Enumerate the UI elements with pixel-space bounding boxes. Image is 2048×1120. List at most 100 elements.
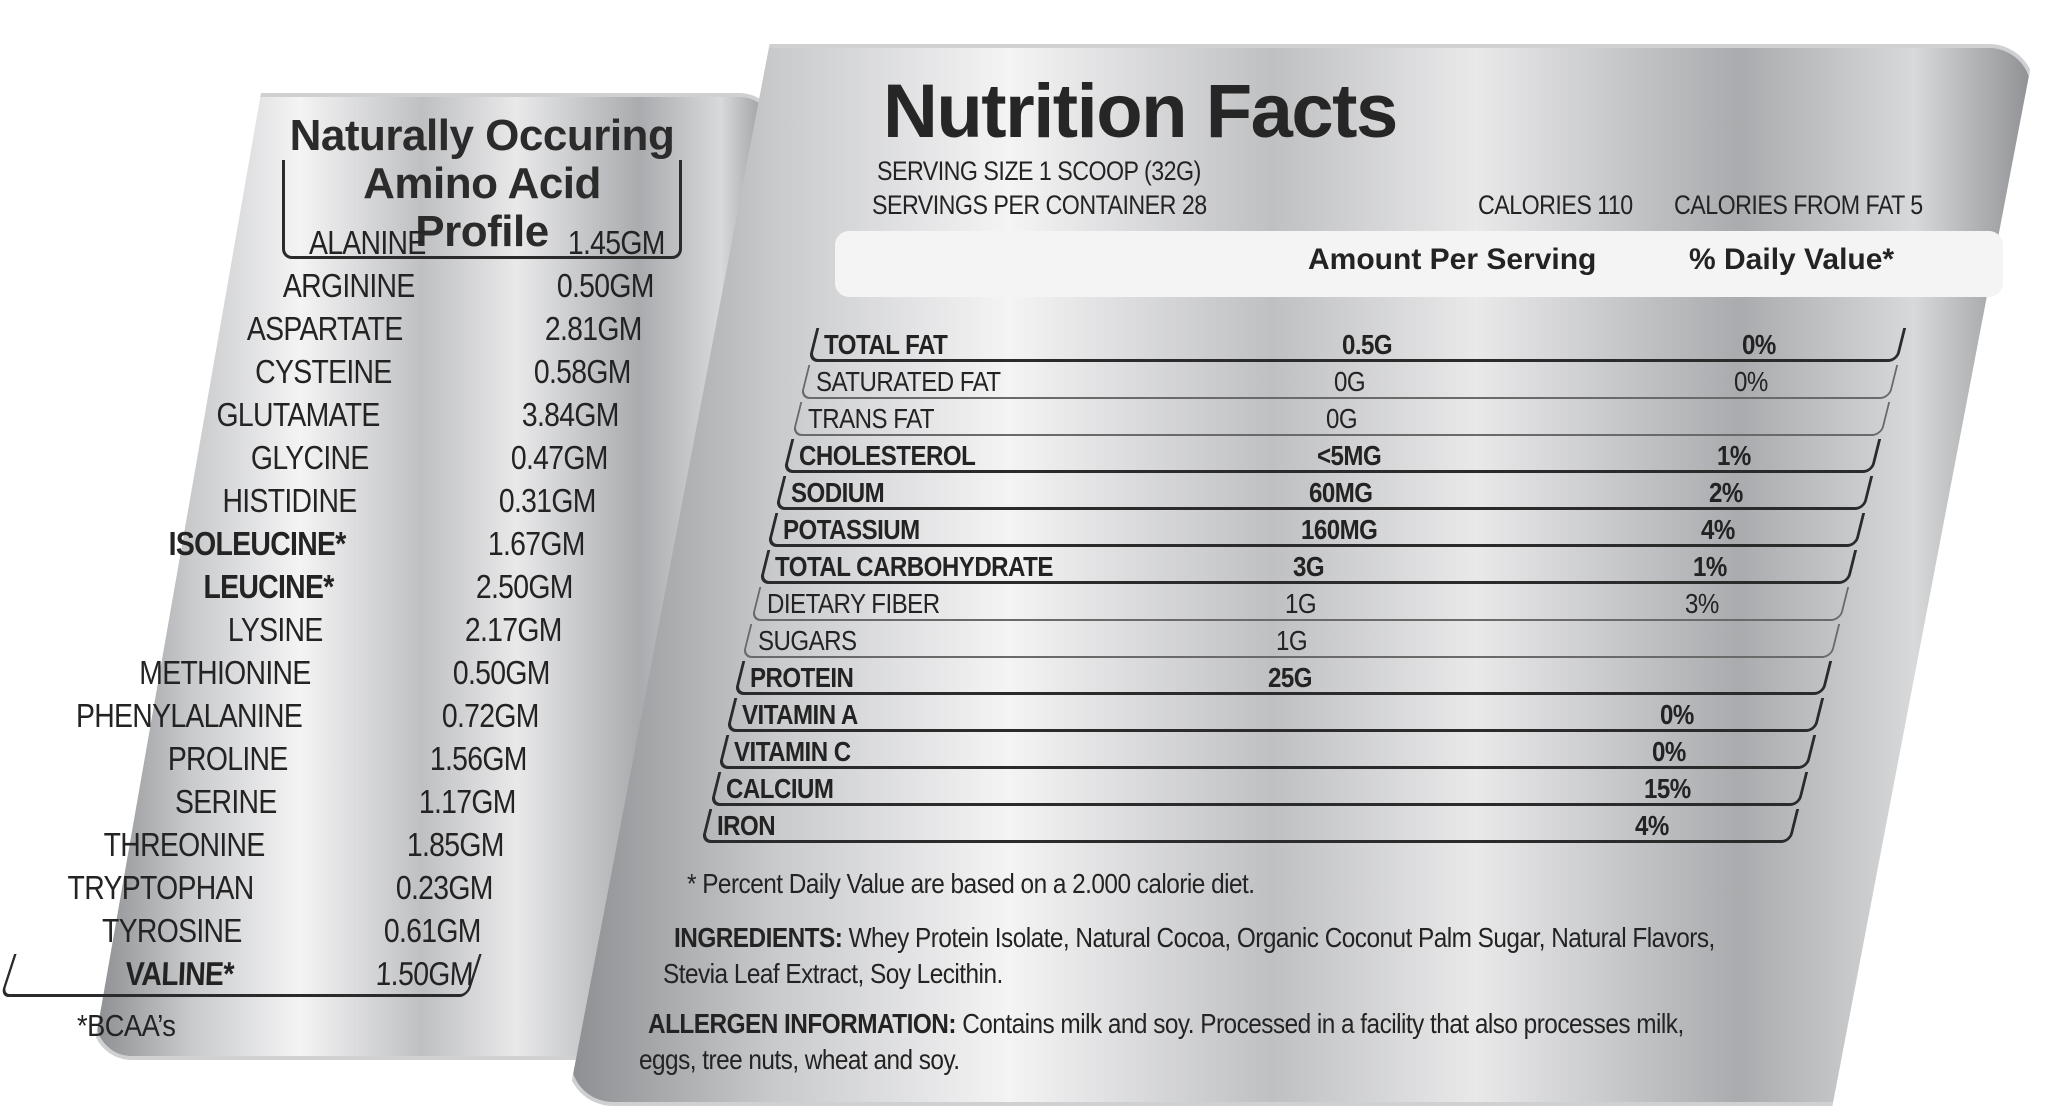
amino-row: SERINE 1.17GM [53,782,516,822]
nutrient-name: POTASSIUM [783,514,920,545]
amino-acid-name: PHENYLALANINE [75,697,303,734]
amino-row-content: TRYPTOPHAN 0.23GM [30,869,493,906]
nutrient-amount: 160MG [1301,514,1378,545]
amino-acid-name: ASPARTATE [246,310,403,347]
amino-row: THREONINE 1.85GM [41,825,505,865]
column-header-bar: Amount Per Serving % Daily Value* [835,231,2003,297]
amino-acid-value: 1.85GM [406,826,505,863]
amino-row: TYROSINE 0.61GM [18,911,481,951]
amino-acid-value: 1.17GM [418,783,516,820]
amino-acid-name: SERINE [174,783,277,820]
nutrient-row: POTASSIUM 160MG 4% [766,513,1866,547]
amino-acid-value: 0.47GM [510,439,608,476]
nutrient-row: IRON 4% [701,809,1800,843]
amino-acid-value: 0.23GM [395,869,493,906]
nutrition-facts-panel: Nutrition Facts SERVING SIZE 1 SCOOP (32… [567,44,2035,1106]
amino-acid-value: 0.50GM [452,654,551,691]
amino-row: LEUCINE* 2.50GM [110,567,573,607]
amino-row-content: VALINE* 1.50GM [9,954,473,994]
nutrient-amount: 1G [1276,625,1308,656]
amino-acid-name: ARGININE [282,267,415,304]
amino-row: HISTIDINE 0.31GM [133,481,596,521]
nutrient-daily-value: 3% [1684,588,1719,619]
amino-acid-name: GLUTAMATE [216,396,381,433]
serving-size: SERVING SIZE 1 SCOOP (32G) [877,156,1201,186]
nutrient-row: PROTEIN 25G [733,661,1833,695]
calories-from-fat: CALORIES FROM FAT 5 [1674,190,1923,220]
amino-acid-value: 3.84GM [521,396,620,433]
nutrient-amount: 3G [1292,551,1325,582]
amino-row-content: TYROSINE 0.61GM [18,912,481,949]
ingredients-label: INGREDIENTS: [674,922,843,953]
amino-row-content: ARGININE 0.50GM [191,267,654,304]
nutrient-name: PROTEIN [750,662,854,693]
amino-acid-name: GLYCINE [250,439,369,476]
amino-acid-name: TYROSINE [102,912,242,949]
nutrient-name: TOTAL FAT [824,329,948,360]
allergen-line1: ALLERGEN INFORMATION: Contains milk and … [648,1006,1684,1042]
amino-acid-value: 0.31GM [498,482,597,519]
amino-acid-value: 2.81GM [544,310,643,347]
amino-acid-value: 0.50GM [556,267,654,304]
amino-row: METHIONINE 0.50GM [87,653,550,693]
nutrient-daily-value: 0% [1651,736,1686,767]
nutrient-amount: 60MG [1309,477,1373,508]
amino-row-content: THREONINE 1.85GM [41,826,505,863]
amino-row: ASPARTATE 2.81GM [179,309,642,349]
amino-acid-value: 2.50GM [475,568,574,605]
nutrient-daily-value: 2% [1709,477,1743,508]
amino-acid-value: 0.72GM [441,697,539,734]
allergen-text-2: eggs, tree nuts, wheat and soy. [639,1044,960,1075]
nutrient-name: CHOLESTEROL [799,440,976,471]
nutrient-row: CHOLESTEROL <5MG 1% [783,439,1882,473]
amino-acid-value: 1.50GM [374,955,474,992]
amino-title-line2: Amino Acid Profile [282,160,682,259]
daily-value-note: * Percent Daily Value are based on a 2.0… [687,868,1255,899]
nutrition-title: Nutrition Facts [883,69,1398,154]
amino-row: TRYPTOPHAN 0.23GM [30,868,493,908]
nutrient-daily-value: 0% [1660,699,1694,730]
nutrient-amount: 1G [1284,588,1317,619]
amino-acid-name: VALINE* [124,955,235,992]
nutrient-daily-value: 1% [1692,551,1727,582]
amino-row-content: HISTIDINE 0.31GM [133,482,596,519]
amino-row: CYSTEINE 0.58GM [168,352,631,392]
nutrient-row: SUGARS 1G [742,624,1841,658]
amino-acid-name: METHIONINE [139,654,311,691]
amino-row-content: LEUCINE* 2.50GM [110,568,573,605]
nutrient-daily-value: 1% [1717,440,1752,471]
amino-title-line1: Naturally Occuring [289,111,675,160]
amino-row-content: LYSINE 2.17GM [99,611,561,648]
servings-per-container: SERVINGS PER CONTAINER 28 [872,190,1207,220]
nutrient-daily-value: 0% [1742,329,1776,360]
amino-title: Naturally Occuring Amino Acid Profile [282,111,682,259]
nutrient-name: SODIUM [791,477,885,508]
amino-acid-panel: Naturally Occuring Amino Acid Profile AL… [0,93,779,1060]
amino-acid-value: 1.56GM [429,740,528,777]
amino-row-content: ISOLEUCINE* 1.67GM [122,525,585,562]
amino-acid-name: LYSINE [227,611,323,648]
nutrient-name: CALCIUM [725,773,834,804]
amino-row: ALANINE 1.45GM [202,223,665,263]
amino-row-content: ALANINE 1.45GM [202,224,665,261]
nutrient-name: VITAMIN C [733,736,851,767]
nutrient-daily-value: 4% [1635,810,1670,841]
amino-row: PHENYLALANINE 0.72GM [76,696,539,736]
nutrient-amount: <5MG [1317,440,1382,471]
nutrient-daily-value: 0% [1733,366,1768,397]
nutrient-row: SODIUM 60MG 2% [774,476,1874,510]
amino-row: ARGININE 0.50GM [191,266,654,306]
amino-acid-name: TRYPTOPHAN [67,869,254,906]
nutrient-name: VITAMIN A [742,699,858,730]
nutrient-row: TOTAL FAT 0.5G 0% [807,328,1907,362]
nutrient-amount: 25G [1268,662,1313,693]
nutrient-daily-value: 4% [1701,514,1735,545]
nutrient-row: SATURATED FAT 0G 0% [799,365,1899,399]
amino-row-content: ASPARTATE 2.81GM [179,310,642,347]
allergen-label: ALLERGEN INFORMATION: [648,1008,956,1039]
amino-row-content: CYSTEINE 0.58GM [168,353,631,390]
nutrient-name: SATURATED FAT [815,366,1001,397]
amino-acid-name: CYSTEINE [254,353,392,390]
amino-row-content: PHENYLALANINE 0.72GM [76,697,539,734]
amino-row: LYSINE 2.17GM [99,610,561,650]
